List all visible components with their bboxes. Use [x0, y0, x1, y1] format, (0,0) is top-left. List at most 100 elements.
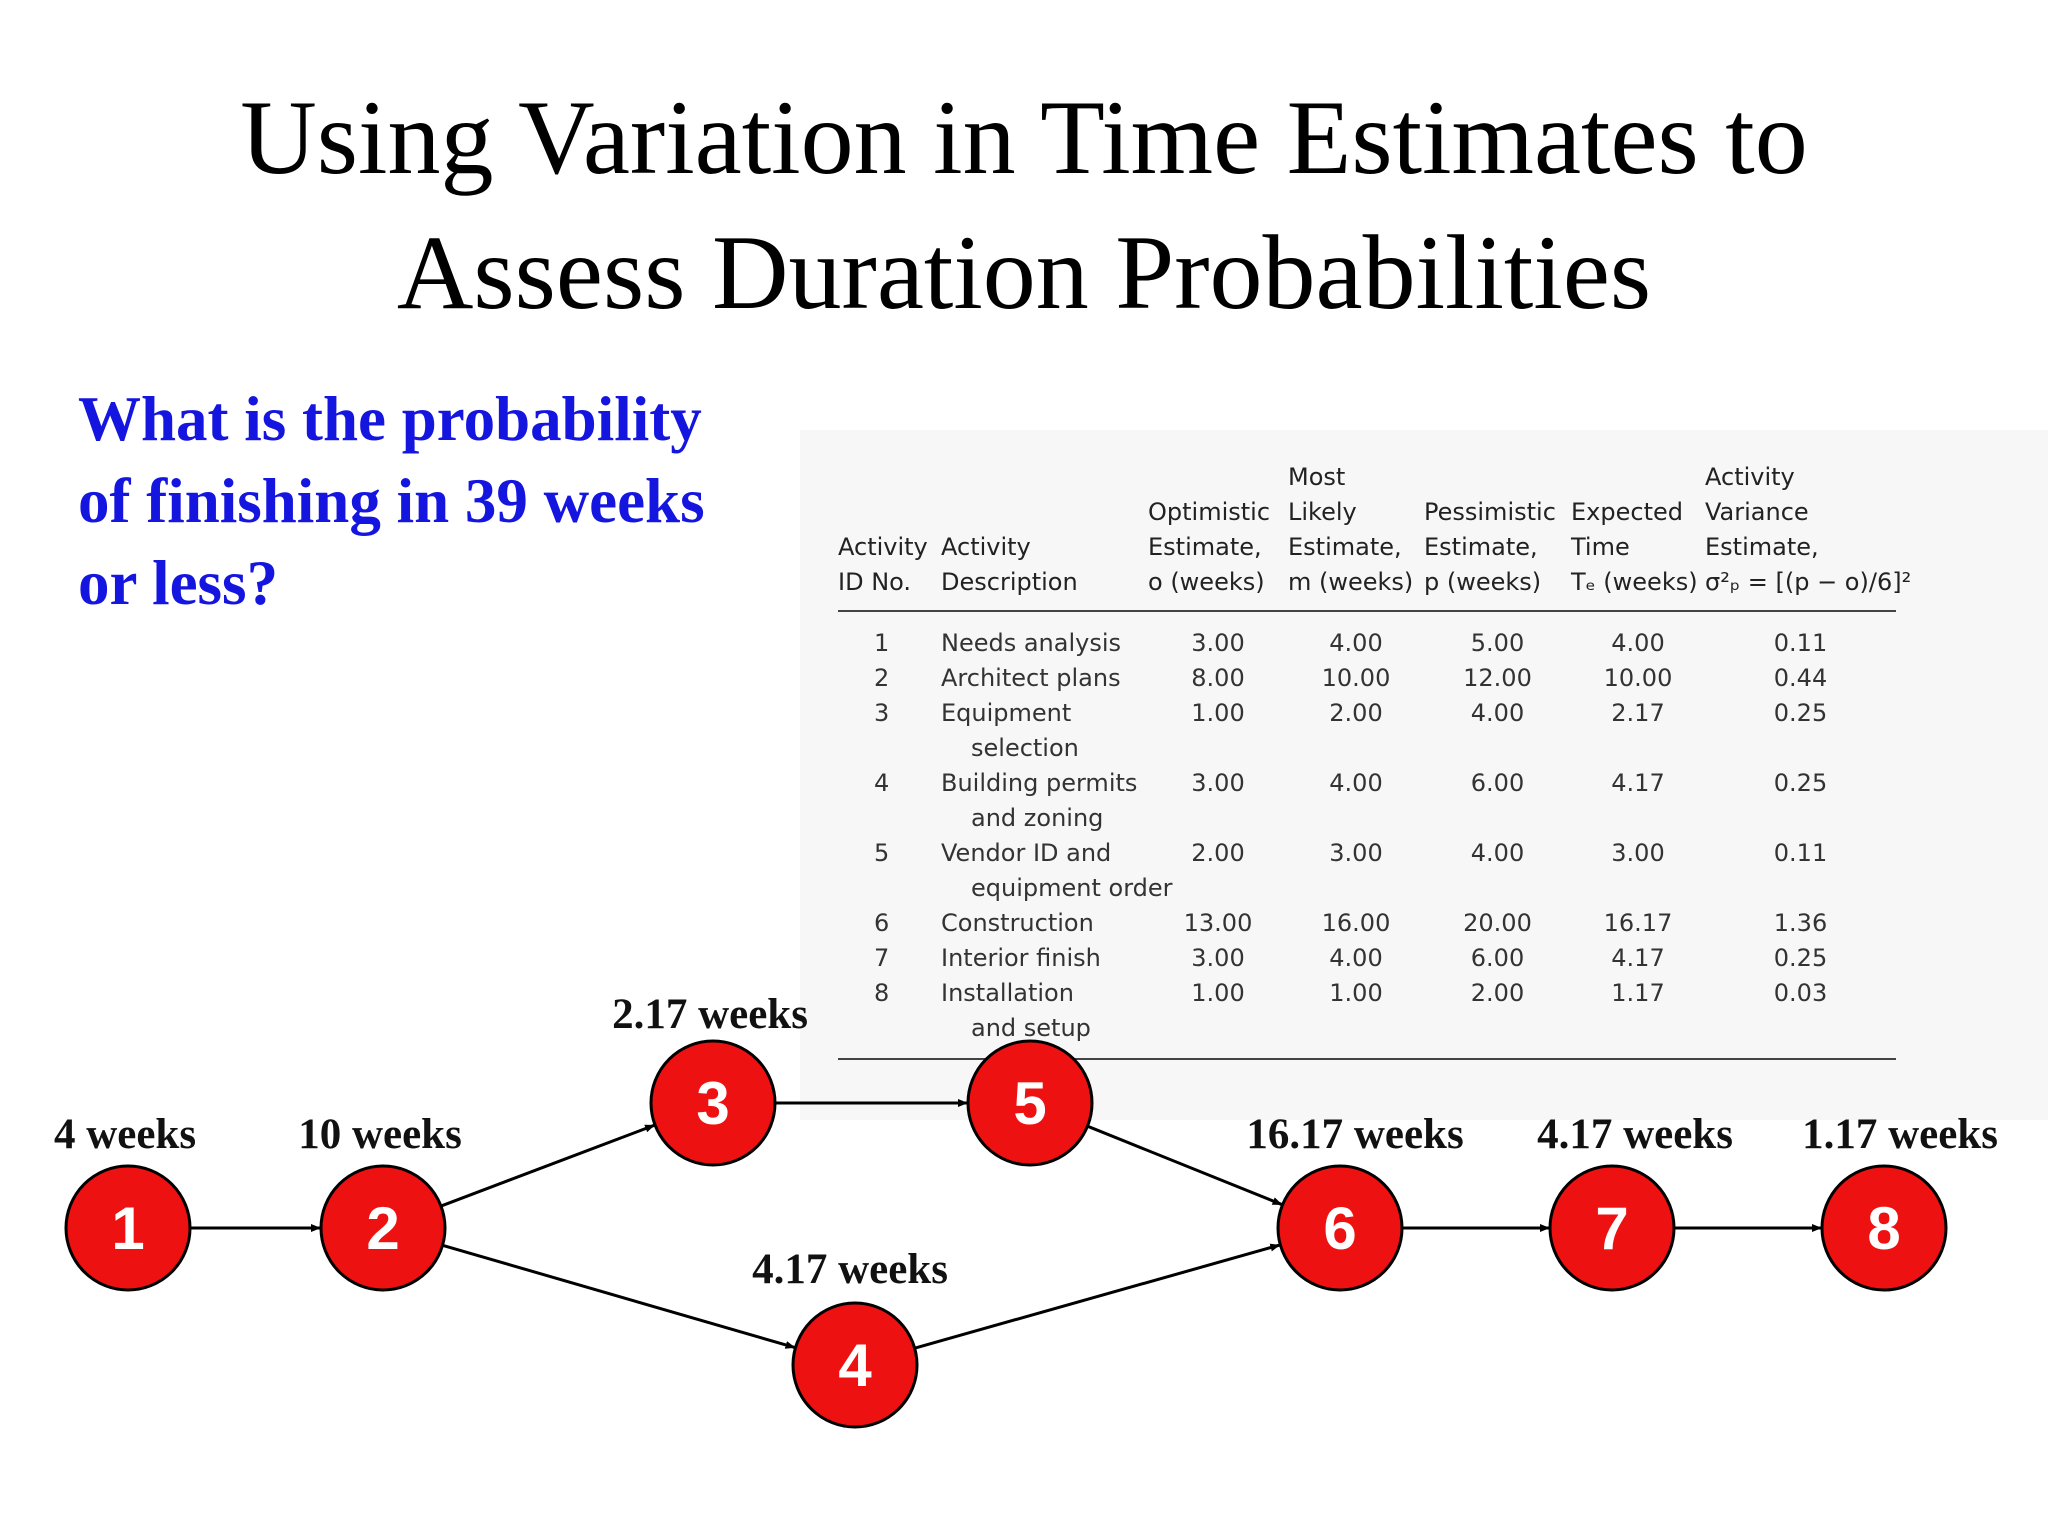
cell-description: Architect plans: [941, 661, 1148, 696]
header-line: σ²ₚ = [(p − o)/6]²: [1705, 568, 1912, 596]
node-1: 1: [64, 1164, 192, 1292]
header-line: Estimate,: [1705, 533, 1819, 561]
cell-variance: 0.25: [1773, 769, 1828, 797]
description-line: equipment order: [971, 874, 1173, 902]
table-body: 1 Needs analysis 3.00 4.00 5.00 4.00 0.11 2 Arch…: [838, 611, 1896, 1060]
duration-label-4: 4.17 weeks: [752, 1246, 948, 1293]
cell-id: 3: [874, 699, 890, 727]
header-line: Time: [1571, 533, 1630, 561]
cell-expected: 1.17: [1571, 976, 1705, 1060]
description-line: Building permits: [941, 769, 1138, 797]
edge-5-6: [1086, 1124, 1283, 1206]
title-line-2: Assess Duration Probabilities: [396, 214, 1652, 331]
edge-2-4: [442, 1243, 796, 1349]
cell-description: Construction: [941, 906, 1148, 941]
node-circle: [64, 1164, 192, 1292]
table-row: 4 Building permits and zoning 3.00 4.00 6.00 4…: [838, 766, 1896, 836]
duration-label-7: 4.17 weeks: [1537, 1111, 1733, 1158]
header-line: ID No.: [838, 568, 912, 596]
node-number: 5: [1013, 1070, 1046, 1137]
description-line: and zoning: [971, 804, 1104, 832]
cell-id: 6: [874, 909, 890, 937]
cell-variance: 0.44: [1773, 664, 1828, 692]
table-header-row: Activity ID No. Activity Description Optim…: [838, 460, 1911, 612]
edges-layer: [190, 1099, 1822, 1350]
cell-id: 8: [838, 976, 941, 1060]
header-line: Most: [1288, 463, 1346, 491]
header-line: Estimate,: [1288, 533, 1402, 561]
cell-most-likely: 1.00: [1288, 976, 1424, 1060]
cell-variance: 0.03: [1705, 976, 1896, 1060]
node-2: 2: [319, 1164, 447, 1292]
header-line: Estimate,: [1424, 533, 1538, 561]
cell-optimistic: 3.00: [1191, 769, 1245, 797]
node-number: 8: [1867, 1195, 1900, 1262]
table-row: 3 Equipment selection 1.00 2.00 4.00 2.17 0.25: [838, 696, 1896, 766]
description-line: Needs analysis: [941, 629, 1122, 657]
cell-optimistic: 2.00: [1191, 839, 1245, 867]
title-line-1: Using Variation in Time Estimates to: [240, 79, 1808, 196]
duration-label-3: 2.17 weeks: [612, 991, 808, 1038]
question-line-2: of finishing in 39 weeks: [78, 466, 705, 536]
header-optimistic: Optimistic Estimate, o (weeks): [1148, 460, 1288, 612]
cell-variance: 0.25: [1773, 699, 1828, 727]
description-line: Construction: [941, 909, 1094, 937]
cell-expected: 4.17: [1611, 944, 1665, 972]
cell-pessimistic: 2.00: [1424, 976, 1571, 1060]
header-variance: Activity Variance Estimate, σ²ₚ = [(p − o)/…: [1705, 460, 1911, 612]
table-row: 7 Interior finish 3.00 4.00 6.00 4.17 0.25: [838, 941, 1896, 976]
description-line: and setup: [971, 1014, 1091, 1042]
cell-description: Vendor ID and equipment order: [941, 836, 1173, 906]
edge-4-6: [914, 1243, 1281, 1350]
cell-pessimistic: 6.00: [1470, 944, 1525, 972]
cell-optimistic: 1.00: [1148, 976, 1288, 1060]
cell-pessimistic: 20.00: [1463, 909, 1532, 937]
description-line: Architect plans: [941, 664, 1121, 692]
table-row: 5 Vendor ID and equipment order 2.00 3.00 4.0…: [838, 836, 1896, 906]
question-line-1: What is the probability: [78, 384, 702, 454]
cell-optimistic: 1.00: [1191, 699, 1245, 727]
cell-pessimistic: 4.00: [1470, 839, 1525, 867]
cell-most-likely: 10.00: [1321, 664, 1391, 692]
labels-layer: 4 weeks 10 weeks 2.17 weeks 4.17 weeks 16.17…: [54, 991, 1998, 1293]
cell-pessimistic: 5.00: [1470, 629, 1525, 657]
cell-most-likely: 2.00: [1329, 699, 1383, 727]
cell-pessimistic: 6.00: [1470, 769, 1525, 797]
node-circle: [966, 1039, 1094, 1167]
node-4: 4: [791, 1301, 919, 1429]
cell-expected: 2.17: [1611, 699, 1665, 727]
cell-id: 7: [874, 944, 890, 972]
question-text: What is the probability of finishing in …: [78, 378, 798, 624]
cell-optimistic: 3.00: [1191, 629, 1245, 657]
node-circle: [791, 1301, 919, 1429]
cell-variance: 0.11: [1773, 629, 1828, 657]
header-line: Likely: [1288, 498, 1357, 526]
cell-description: Interior finish: [941, 941, 1148, 976]
description-line: Vendor ID and: [941, 839, 1112, 867]
header-line: Activity: [941, 533, 1031, 561]
header-line: m (weeks): [1288, 568, 1414, 596]
description-line: Interior finish: [941, 944, 1101, 972]
cell-most-likely: 3.00: [1329, 839, 1383, 867]
node-7: 7: [1548, 1164, 1676, 1292]
header-description: Activity Description: [941, 460, 1148, 612]
node-3: 3: [649, 1039, 777, 1167]
header-line: Expected: [1571, 498, 1683, 526]
question-line-3: or less?: [78, 548, 279, 618]
header-line: Estimate,: [1148, 533, 1262, 561]
node-circle: [649, 1039, 777, 1167]
nodes-layer: 1 2 3 4 5 6 7 8: [64, 1039, 1948, 1429]
cell-most-likely: 4.00: [1329, 629, 1383, 657]
header-line: Pessimistic: [1424, 498, 1556, 526]
cell-optimistic: 13.00: [1183, 909, 1253, 937]
node-number: 4: [838, 1332, 872, 1399]
table-row: 2 Architect plans 8.00 10.00 12.00 10.00 0.44: [838, 661, 1896, 696]
duration-label-8: 1.17 weeks: [1802, 1111, 1998, 1158]
cell-id: 2: [874, 664, 890, 692]
header-line: Activity: [1705, 463, 1795, 491]
node-circle: [1820, 1164, 1948, 1292]
header-line: Tₑ (weeks): [1571, 568, 1698, 596]
node-number: 6: [1323, 1195, 1356, 1262]
header-line: Optimistic: [1148, 498, 1271, 526]
cell-pessimistic: 4.00: [1470, 699, 1525, 727]
